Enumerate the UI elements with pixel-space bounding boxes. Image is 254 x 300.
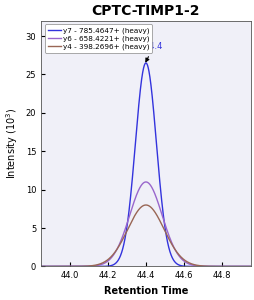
y6 - 658.4221+ (heavy) (129, 211, 132, 214)
Line: y6 - 658.4221+ (heavy): y6 - 658.4221+ (heavy) (41, 182, 250, 266)
y7 - 785.4647+ (heavy) (129, 195, 132, 199)
y4 - 398.2696+ (heavy) (119, 240, 122, 244)
y4 - 398.2696+ (heavy) (39, 265, 42, 268)
X-axis label: Retention Time: Retention Time (103, 286, 187, 296)
y7 - 785.4647+ (heavy) (248, 265, 251, 268)
y4 - 398.2696+ (heavy) (144, 203, 147, 207)
y6 - 658.4221+ (heavy) (39, 265, 42, 268)
y6 - 658.4221+ (heavy) (248, 265, 251, 268)
y4 - 398.2696+ (heavy) (222, 265, 225, 268)
y7 - 785.4647+ (heavy) (39, 265, 42, 268)
y6 - 658.4221+ (heavy) (63, 265, 66, 268)
y7 - 785.4647+ (heavy) (222, 265, 225, 268)
Title: CPTC-TIMP1-2: CPTC-TIMP1-2 (91, 4, 199, 18)
y6 - 658.4221+ (heavy) (75, 265, 78, 268)
y6 - 658.4221+ (heavy) (244, 265, 247, 268)
Line: y7 - 785.4647+ (heavy): y7 - 785.4647+ (heavy) (41, 63, 250, 266)
Y-axis label: Intensity (10$^{3}$): Intensity (10$^{3}$) (4, 108, 20, 179)
y7 - 785.4647+ (heavy) (144, 61, 147, 65)
y4 - 398.2696+ (heavy) (129, 222, 132, 225)
y4 - 398.2696+ (heavy) (248, 265, 251, 268)
y4 - 398.2696+ (heavy) (63, 265, 66, 268)
y7 - 785.4647+ (heavy) (75, 265, 78, 268)
y4 - 398.2696+ (heavy) (75, 265, 78, 268)
Text: 44.4: 44.4 (144, 42, 162, 62)
Legend: y7 - 785.4647+ (heavy), y6 - 658.4221+ (heavy), y4 - 398.2696+ (heavy): y7 - 785.4647+ (heavy), y6 - 658.4221+ (… (44, 24, 151, 53)
Line: y4 - 398.2696+ (heavy): y4 - 398.2696+ (heavy) (41, 205, 250, 266)
y6 - 658.4221+ (heavy) (144, 180, 147, 184)
y7 - 785.4647+ (heavy) (244, 265, 247, 268)
y7 - 785.4647+ (heavy) (63, 265, 66, 268)
y7 - 785.4647+ (heavy) (119, 251, 122, 255)
y6 - 658.4221+ (heavy) (119, 238, 122, 241)
y6 - 658.4221+ (heavy) (222, 265, 225, 268)
y4 - 398.2696+ (heavy) (244, 265, 247, 268)
